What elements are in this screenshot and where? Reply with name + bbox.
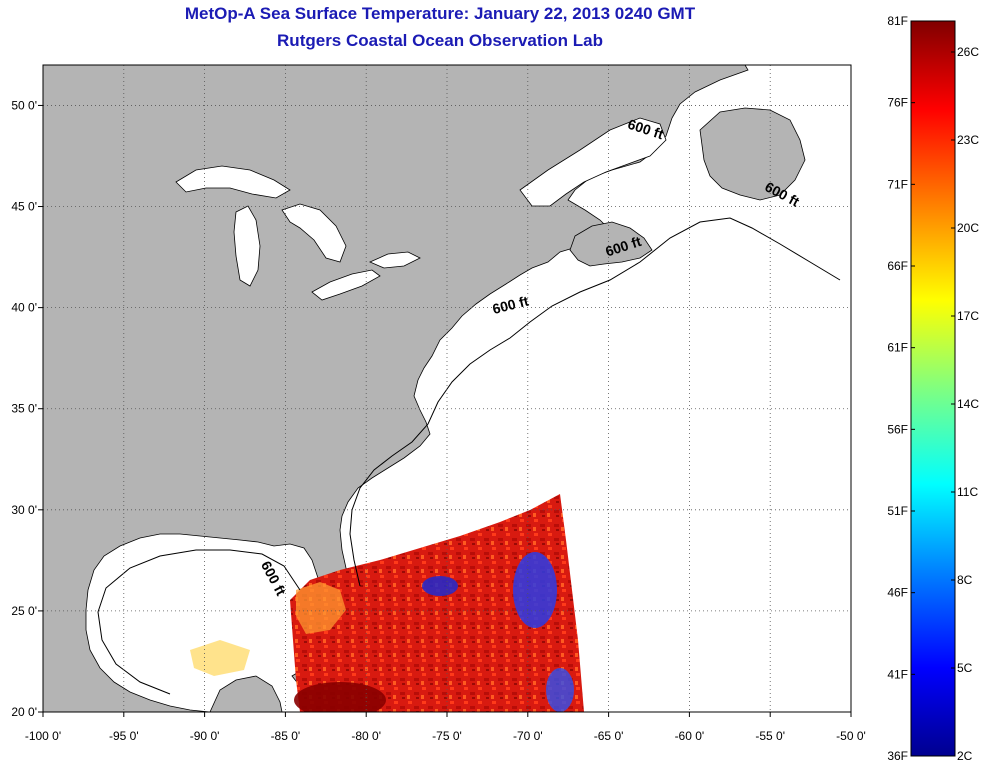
sst-cool-patch-2 bbox=[422, 576, 458, 596]
lon-tick-label: -80 0' bbox=[351, 729, 381, 743]
land-yucatan bbox=[209, 675, 283, 712]
colorbar-label-c: 23C bbox=[957, 133, 979, 147]
lat-tick-label: 20 0' bbox=[11, 705, 37, 719]
colorbar-label-c: 17C bbox=[957, 309, 979, 323]
colorbar-label-c: 11C bbox=[957, 485, 978, 499]
contour-600ft bbox=[349, 217, 841, 587]
colorbar-label-f: 61F bbox=[887, 341, 908, 355]
colorbar-label-f: 76F bbox=[887, 96, 908, 110]
map-subtitle: Rutgers Coastal Ocean Observation Lab bbox=[277, 31, 603, 50]
lon-tick-label: -85 0' bbox=[271, 729, 301, 743]
lat-tick-label: 25 0' bbox=[11, 604, 37, 618]
sst-cool-patch-1 bbox=[513, 552, 557, 628]
sst-cool-patch-3 bbox=[546, 668, 574, 712]
land-newfoundland bbox=[699, 107, 806, 201]
colorbar-label-f: 41F bbox=[887, 667, 908, 681]
lat-tick-label: 35 0' bbox=[11, 402, 37, 416]
colorbar-label-f: 51F bbox=[887, 504, 908, 518]
lon-tick-label: -70 0' bbox=[513, 729, 543, 743]
colorbar-label-f: 46F bbox=[887, 586, 908, 600]
colorbar-label-c: 5C bbox=[957, 661, 973, 675]
sst-swath bbox=[290, 494, 584, 712]
lake-huron bbox=[281, 203, 347, 263]
colorbar-gradient bbox=[910, 20, 956, 757]
colorbar: 81F 76F 71F 66F 61F 56F 51F 46F 41F 36F 26C 23C 20C… bbox=[887, 14, 979, 763]
sst-gulf-patch bbox=[296, 582, 346, 634]
colorbar-label-f: 36F bbox=[887, 749, 908, 763]
gulf-st-lawrence bbox=[519, 117, 667, 207]
colorbar-label-c: 20C bbox=[957, 221, 979, 235]
lat-tick-label: 50 0' bbox=[11, 98, 37, 112]
lat-tick-label: 30 0' bbox=[11, 503, 37, 517]
lon-tick-label: -100 0' bbox=[25, 729, 61, 743]
colorbar-label-f: 56F bbox=[887, 422, 908, 436]
lat-tick-label: 45 0' bbox=[11, 200, 37, 214]
colorbar-labels-fahrenheit: 81F 76F 71F 66F 61F 56F 51F 46F 41F 36F bbox=[887, 14, 915, 763]
map-frame bbox=[42, 64, 852, 713]
lake-erie bbox=[311, 269, 381, 301]
lat-tick-label: 40 0' bbox=[11, 301, 37, 315]
sst-warm-patch bbox=[294, 682, 386, 712]
lon-tick-label: -50 0' bbox=[836, 729, 866, 743]
colorbar-label-f: 81F bbox=[887, 14, 908, 28]
colorbar-label-f: 66F bbox=[887, 259, 908, 273]
land-nova-scotia bbox=[569, 221, 653, 267]
lon-tick-label: -90 0' bbox=[190, 729, 220, 743]
lake-ontario bbox=[369, 251, 421, 269]
colorbar-label-c: 14C bbox=[957, 397, 979, 411]
lon-tick-label: -55 0' bbox=[755, 729, 785, 743]
colorbar-labels-celsius: 26C 23C 20C 17C 14C 11C 8C 5C 2C bbox=[951, 45, 979, 763]
colorbar-label-f: 71F bbox=[887, 177, 908, 191]
lon-tick-label: -65 0' bbox=[594, 729, 624, 743]
lon-tick-label: -95 0' bbox=[109, 729, 139, 743]
lon-tick-label: -60 0' bbox=[675, 729, 705, 743]
lake-michigan bbox=[233, 205, 261, 287]
contour-600ft-gulf bbox=[97, 549, 301, 695]
colorbar-label-c: 8C bbox=[957, 573, 973, 587]
map-title: MetOp-A Sea Surface Temperature: January… bbox=[184, 4, 696, 23]
land-north-america bbox=[43, 65, 749, 712]
lon-tick-label: -75 0' bbox=[432, 729, 462, 743]
axis-ticks: -100 0' -95 0' -90 0' -85 0' -80 0' -75 0' -70… bbox=[11, 98, 865, 743]
colorbar-label-c: 2C bbox=[957, 749, 973, 763]
colorbar-label-c: 26C bbox=[957, 45, 979, 59]
